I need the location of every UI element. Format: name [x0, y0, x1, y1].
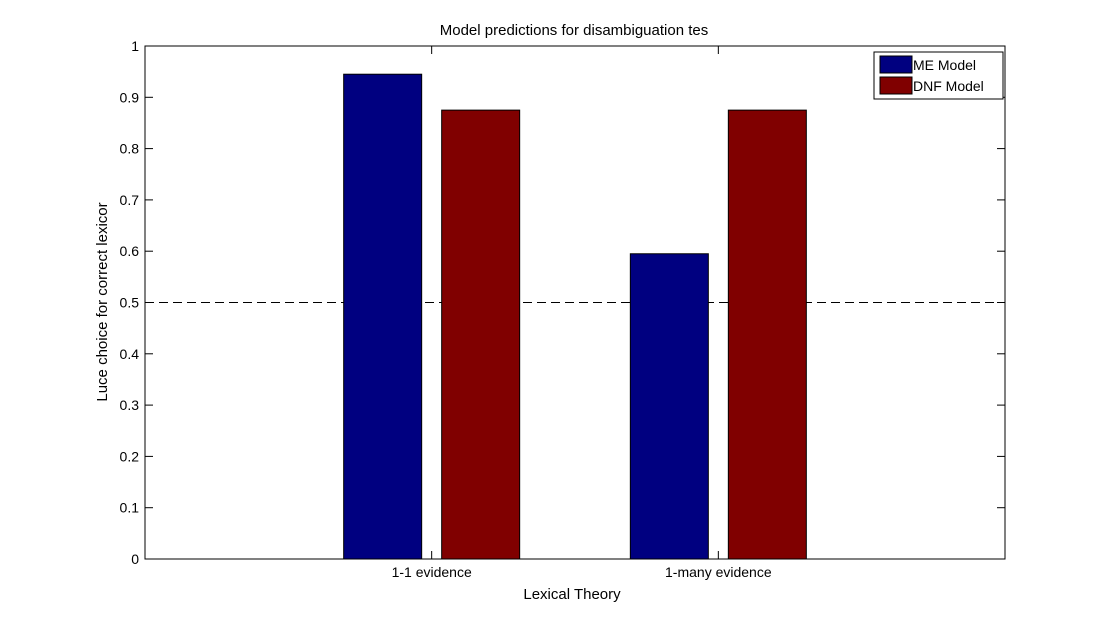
y-tick-label: 0.3 [120, 397, 140, 413]
y-tick-label: 0.6 [120, 243, 140, 259]
x-tick-label: 1-1 evidence [392, 564, 472, 580]
legend-label: DNF Model [913, 78, 984, 94]
y-axis-label: Luce choice for correct lexicor [94, 202, 111, 401]
y-tick-label: 1 [131, 38, 139, 54]
bar-me-model [343, 73, 423, 560]
legend-swatch [879, 76, 913, 95]
bar-me-model [629, 253, 709, 560]
chart-title: Model predictions for disambiguation tes [440, 22, 708, 39]
bar-dnf-model [441, 109, 521, 560]
y-tick-label: 0.4 [120, 346, 140, 362]
y-tick-label: 0 [131, 551, 139, 567]
x-axis: 1-1 evidence 1-many evidence [392, 46, 772, 580]
x-axis-label: Lexical Theory [523, 586, 621, 603]
bars [343, 73, 807, 560]
y-tick-label: 0.1 [120, 500, 140, 516]
y-tick-label: 0.2 [120, 448, 140, 464]
legend: ME Model DNF Model [873, 51, 1004, 100]
x-tick-label: 1-many evidence [665, 564, 772, 580]
y-tick-label: 0.8 [120, 141, 140, 157]
y-tick-label: 0.9 [120, 89, 140, 105]
legend-swatch [879, 55, 913, 74]
bar-dnf-model [727, 109, 807, 560]
y-tick-label: 0.5 [120, 295, 140, 311]
legend-label: ME Model [913, 57, 976, 73]
y-tick-label: 0.7 [120, 192, 140, 208]
